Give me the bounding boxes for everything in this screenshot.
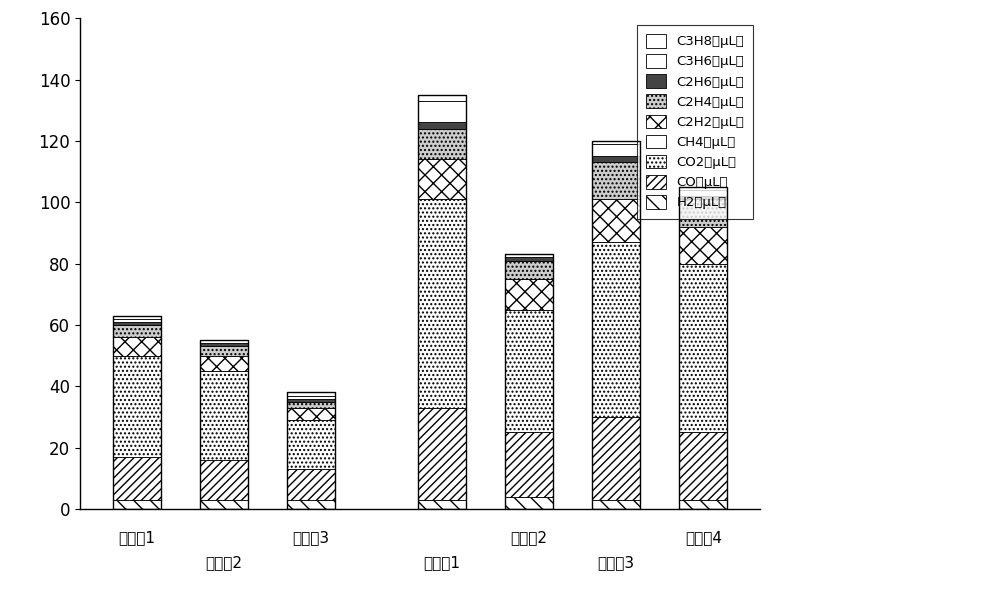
Text: 比较例4: 比较例4 (685, 530, 722, 545)
Bar (592, 500, 640, 509)
Bar (592, 141, 640, 144)
Bar (287, 420, 335, 469)
Bar (113, 319, 161, 322)
Bar (505, 261, 553, 279)
Bar (679, 187, 727, 509)
Bar (418, 128, 466, 159)
Bar (505, 255, 553, 509)
Bar (592, 417, 640, 500)
Bar (200, 341, 248, 509)
Bar (287, 393, 335, 396)
Bar (505, 432, 553, 497)
Bar (592, 199, 640, 242)
Bar (200, 347, 248, 356)
Bar (592, 141, 640, 509)
Bar (679, 432, 727, 500)
Bar (113, 356, 161, 457)
Bar (592, 242, 640, 417)
Bar (592, 162, 640, 199)
Bar (200, 344, 248, 347)
Bar (287, 396, 335, 399)
Text: 实施例3: 实施例3 (292, 530, 330, 545)
Bar (592, 144, 640, 156)
Bar (200, 460, 248, 500)
Bar (505, 279, 553, 310)
Legend: C3H8（μL）, C3H6（μL）, C2H6（μL）, C2H4（μL）, C2H2（μL）, CH4（μL）, CO2（μL）, CO（μL）, H2（μ: C3H8（μL）, C3H6（μL）, C2H6（μL）, C2H4（μL）, … (637, 25, 753, 219)
Bar (679, 196, 727, 199)
Bar (418, 122, 466, 128)
Bar (287, 402, 335, 408)
Bar (287, 469, 335, 500)
Bar (592, 156, 640, 162)
Bar (418, 159, 466, 199)
Bar (679, 227, 727, 264)
Bar (113, 457, 161, 500)
Bar (679, 199, 727, 227)
Bar (200, 500, 248, 509)
Bar (505, 258, 553, 261)
Bar (113, 325, 161, 337)
Bar (113, 322, 161, 325)
Bar (287, 393, 335, 509)
Bar (679, 187, 727, 190)
Bar (287, 408, 335, 420)
Text: 实施例2: 实施例2 (205, 555, 242, 570)
Bar (113, 316, 161, 319)
Text: 比较例2: 比较例2 (510, 530, 547, 545)
Bar (418, 408, 466, 500)
Bar (418, 95, 466, 101)
Text: 实施例1: 实施例1 (118, 530, 155, 545)
Text: 比较例3: 比较例3 (598, 555, 635, 570)
Bar (113, 337, 161, 356)
Bar (287, 399, 335, 402)
Bar (679, 264, 727, 432)
Bar (418, 101, 466, 122)
Bar (113, 316, 161, 509)
Bar (200, 341, 248, 344)
Bar (418, 95, 466, 509)
Bar (287, 500, 335, 509)
Bar (113, 500, 161, 509)
Text: 比较例1: 比较例1 (423, 555, 460, 570)
Bar (505, 497, 553, 509)
Bar (679, 190, 727, 196)
Bar (505, 310, 553, 432)
Bar (418, 199, 466, 408)
Bar (418, 500, 466, 509)
Bar (679, 500, 727, 509)
Bar (200, 371, 248, 460)
Bar (200, 356, 248, 371)
Bar (505, 255, 553, 258)
